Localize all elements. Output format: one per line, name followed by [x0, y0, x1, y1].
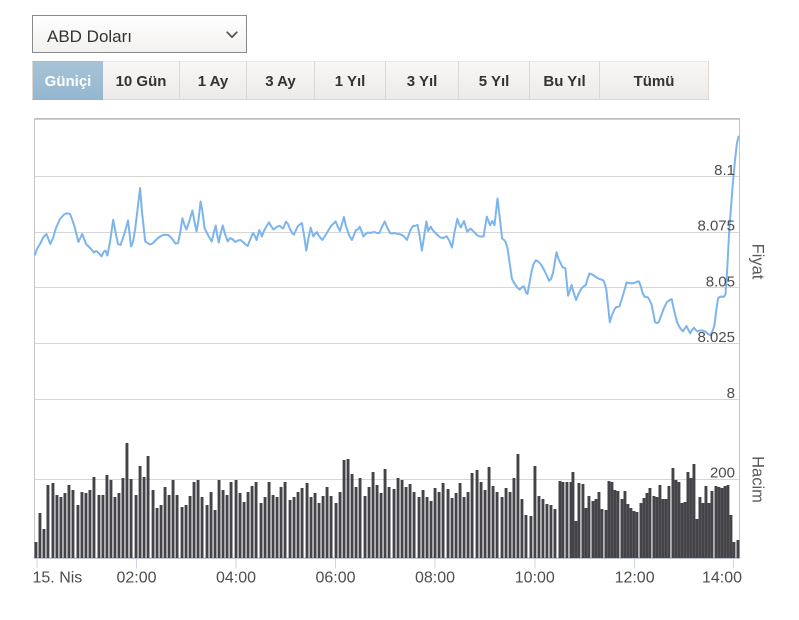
svg-text:8.025: 8.025: [697, 329, 735, 346]
svg-text:14:00: 14:00: [702, 570, 742, 587]
svg-text:10:00: 10:00: [515, 570, 555, 587]
svg-text:06:00: 06:00: [315, 570, 355, 587]
svg-text:08:00: 08:00: [415, 570, 455, 587]
svg-text:Hacim: Hacim: [749, 456, 767, 503]
svg-text:200: 200: [710, 465, 735, 482]
svg-text:12:00: 12:00: [615, 570, 655, 587]
svg-text:8.075: 8.075: [697, 218, 735, 235]
svg-text:8.05: 8.05: [706, 273, 735, 290]
svg-text:15. Nis: 15. Nis: [33, 570, 83, 587]
svg-text:04:00: 04:00: [216, 570, 256, 587]
svg-text:02:00: 02:00: [116, 570, 156, 587]
svg-text:8: 8: [727, 385, 735, 402]
svg-text:Fiyat: Fiyat: [749, 244, 767, 280]
svg-text:8.1: 8.1: [714, 162, 735, 179]
